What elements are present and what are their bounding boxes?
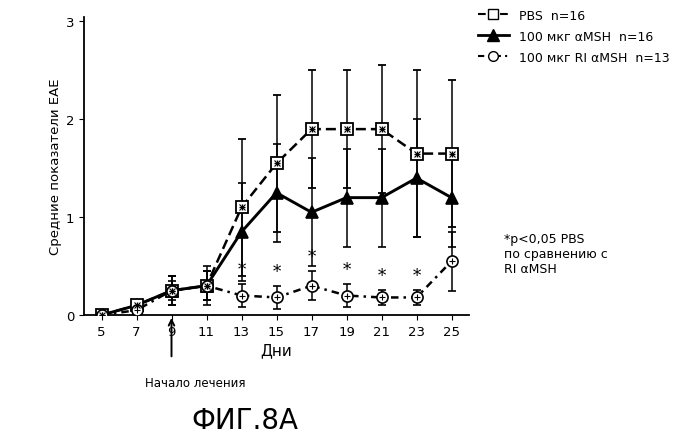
Text: *: * bbox=[272, 263, 281, 280]
X-axis label: Дни: Дни bbox=[260, 342, 293, 357]
Y-axis label: Средние показатели ЕАЕ: Средние показатели ЕАЕ bbox=[48, 78, 62, 254]
Text: *: * bbox=[342, 261, 351, 278]
Text: *: * bbox=[237, 261, 246, 278]
Text: *: * bbox=[307, 249, 316, 265]
Legend: PBS  n=16, 100 мкг αMSH  n=16, 100 мкг RI αMSH  n=13: PBS n=16, 100 мкг αMSH n=16, 100 мкг RI … bbox=[473, 4, 674, 70]
Text: *: * bbox=[412, 267, 421, 284]
Text: Начало лечения: Начало лечения bbox=[146, 376, 246, 389]
Text: ФИГ.8A: ФИГ.8A bbox=[192, 406, 298, 434]
Text: *: * bbox=[377, 267, 386, 284]
Text: *p<0,05 PBS
по сравнению с
RI αMSH: *p<0,05 PBS по сравнению с RI αMSH bbox=[504, 233, 608, 276]
